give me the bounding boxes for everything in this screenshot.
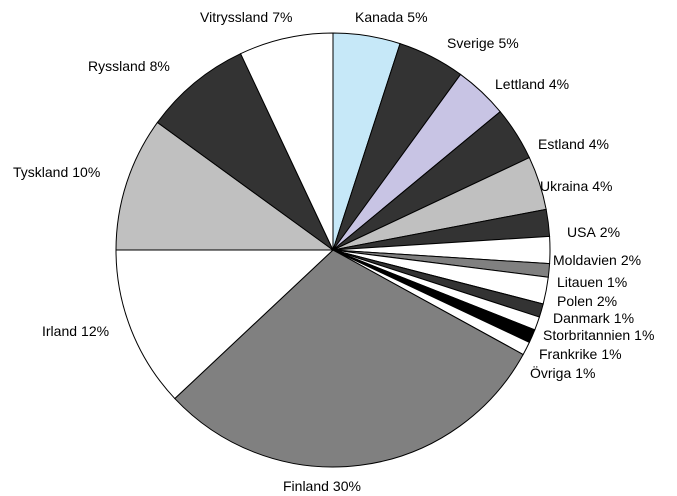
value-label: 1% xyxy=(634,327,654,343)
category-name: Vitryssland xyxy=(200,9,268,25)
slice-label: Vitryssland 7% xyxy=(200,9,292,25)
category-name: Finland xyxy=(283,478,329,494)
value-label: 2% xyxy=(621,252,641,268)
value-label: 4% xyxy=(549,76,569,92)
slice-label: Övriga 1% xyxy=(530,364,595,381)
value-label: 1% xyxy=(607,274,627,290)
category-name: Ukraina xyxy=(540,178,588,194)
value-label: 7% xyxy=(272,9,292,25)
slice-label: Kanada 5% xyxy=(355,9,428,25)
slice-label: USA 2% xyxy=(567,224,620,240)
slice-label: Litauen 1% xyxy=(557,274,627,290)
slice-label: Ukraina 4% xyxy=(540,178,612,194)
value-label: 8% xyxy=(150,58,170,74)
pie-slice xyxy=(174,249,524,468)
pie-slice xyxy=(156,52,334,251)
slice-label: Frankrike 1% xyxy=(539,346,622,362)
value-label: 10% xyxy=(72,164,100,180)
category-name: Storbritannien xyxy=(543,327,630,343)
slice-label: Estland 4% xyxy=(538,136,609,152)
value-label: 1% xyxy=(601,346,621,362)
category-name: Ryssland xyxy=(88,58,146,74)
value-label: 30% xyxy=(333,478,361,494)
value-label: 4% xyxy=(592,178,612,194)
slice-label: Sverige 5% xyxy=(447,35,519,51)
category-name: Kanada xyxy=(355,9,403,25)
value-label: 12% xyxy=(81,323,109,339)
slice-label: Irland 12% xyxy=(42,323,109,339)
category-name: Moldavien xyxy=(553,252,617,268)
pie-slice xyxy=(115,249,335,400)
slice-label: Danmark 1% xyxy=(553,310,634,326)
category-name: Danmark xyxy=(553,310,611,326)
category-name: Övriga xyxy=(530,364,571,381)
value-label: 2% xyxy=(600,224,620,240)
value-label: 2% xyxy=(597,293,617,309)
category-name: Frankrike xyxy=(539,346,598,362)
category-name: Estland xyxy=(538,136,585,152)
value-label: 5% xyxy=(407,9,427,25)
category-name: Polen xyxy=(557,293,593,309)
slice-label: Tyskland 10% xyxy=(13,164,100,180)
category-name: Tyskland xyxy=(13,164,68,180)
category-name: Sverige xyxy=(447,35,495,51)
pie-slice xyxy=(239,32,334,251)
pie-slice xyxy=(115,121,335,251)
category-name: Lettland xyxy=(495,76,545,92)
value-label: 4% xyxy=(589,136,609,152)
category-name: Irland xyxy=(42,323,77,339)
value-label: 5% xyxy=(498,35,518,51)
slice-label: Finland 30% xyxy=(283,478,361,494)
slice-label: Lettland 4% xyxy=(495,76,569,92)
slice-label: Polen 2% xyxy=(557,293,617,309)
category-name: Litauen xyxy=(557,274,603,290)
slice-label: Ryssland 8% xyxy=(88,58,170,74)
slice-label: Storbritannien 1% xyxy=(543,327,654,343)
value-label: 1% xyxy=(614,310,634,326)
value-label: 1% xyxy=(575,365,595,381)
slice-label: Moldavien 2% xyxy=(553,252,641,268)
category-name: USA xyxy=(567,224,596,240)
